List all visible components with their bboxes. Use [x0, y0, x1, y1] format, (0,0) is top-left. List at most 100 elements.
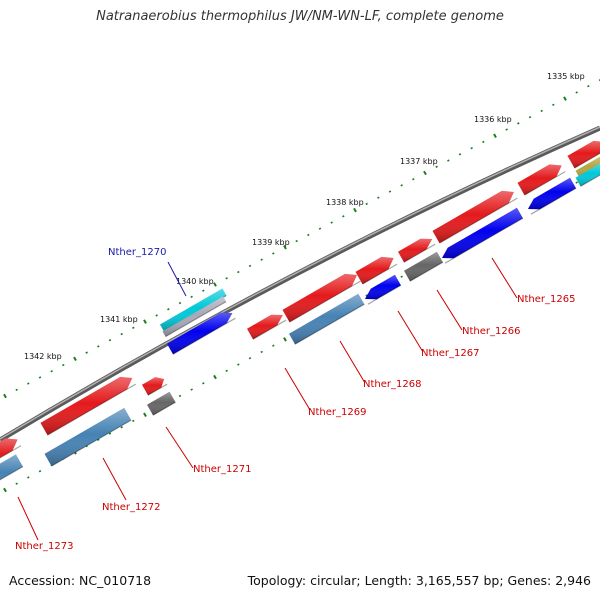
ruler-tick [575, 181, 578, 184]
ruler-tick [178, 394, 182, 398]
reverse-strand-track [0, 163, 600, 495]
ruler-tick [190, 388, 193, 391]
cds-nther-1271[interactable] [142, 377, 168, 396]
ruler-tick [307, 233, 310, 237]
callout-nther-1268 [339, 340, 366, 384]
gene-label-nther-1272[interactable]: Nther_1272 [102, 502, 160, 513]
gene-nther-1265[interactable] [442, 207, 524, 264]
ruler-tick [85, 351, 88, 354]
ruler-outer-ring [3, 79, 600, 399]
ruler-tick [143, 319, 147, 324]
gene-label-nther-1269[interactable]: Nther_1269 [308, 407, 366, 418]
gene-nther-1267[interactable] [365, 274, 402, 305]
ruler-tick [493, 133, 497, 138]
gene-gray-1266[interactable] [404, 251, 444, 282]
ruler-tick [260, 350, 263, 354]
ruler-tick [330, 221, 333, 224]
cds-nther-1268[interactable] [282, 273, 361, 323]
gene-right-cyan[interactable] [575, 163, 600, 187]
callout-nther-1273 [17, 496, 39, 541]
gene-label-nther-1267[interactable]: Nther_1267 [421, 348, 479, 359]
callout-nther-1270 [167, 261, 187, 297]
gene-nther-1271[interactable] [147, 391, 176, 416]
ruler-tick [552, 103, 555, 106]
ruler-tick [38, 469, 42, 473]
callout-nther-1265 [491, 257, 518, 299]
ruler-tick [15, 388, 18, 391]
callout-nther-1269 [284, 367, 311, 411]
cds-nther-1272[interactable] [40, 376, 137, 436]
callout-nther-1271 [165, 426, 194, 469]
cds-nther-1266[interactable] [398, 238, 436, 263]
misc-feature-gray-1270[interactable] [162, 296, 227, 338]
ruler-tick [283, 245, 287, 250]
ruler-tick [202, 289, 205, 292]
genome-title: Natranaerobius thermophilus JW/NM-WN-LF,… [96, 9, 504, 24]
ruler-tick [353, 207, 357, 213]
ruler-tick [108, 339, 112, 342]
cds-right-b[interactable] [567, 140, 600, 169]
ruler-tick [213, 282, 217, 287]
ruler-tick [237, 363, 240, 366]
gene-label-nther-1265[interactable]: Nther_1265 [517, 294, 575, 305]
cds-nther-1267[interactable] [355, 256, 398, 285]
ruler-tick [505, 128, 508, 131]
ruler-tick [272, 252, 275, 255]
ruler-tick [155, 314, 158, 317]
ruler-tick [342, 215, 345, 218]
ruler-tick [435, 165, 438, 168]
gene-label-nther-1268[interactable]: Nther_1268 [363, 379, 421, 390]
ruler-tick [202, 382, 205, 385]
gene-label-nther-1266[interactable]: Nther_1266 [462, 326, 520, 337]
ruler-tick [528, 115, 532, 119]
ruler-labels: 1335 kbp 1336 kbp 1337 kbp 1338 kbp 1339… [24, 72, 585, 361]
callout-nther-1267 [397, 310, 424, 353]
ruler-label-1341: 1341 kbp [100, 315, 138, 324]
ruler-tick [248, 264, 252, 268]
ruler-tick [517, 122, 520, 125]
ruler-label-1336: 1336 kbp [474, 115, 512, 124]
ruler-label-1337: 1337 kbp [400, 157, 438, 166]
gene-labels: Nther_1265 Nther_1266 Nther_1267 Nther_1… [15, 247, 575, 552]
ruler-tick [412, 177, 415, 181]
ruler-tick [132, 419, 135, 423]
cds-right-a[interactable] [517, 164, 566, 196]
gene-right-a[interactable] [528, 177, 577, 215]
gene-nther-1273[interactable] [0, 454, 24, 495]
ruler-tick [400, 184, 403, 187]
ruler-tick [27, 476, 30, 479]
gene-nther-1268[interactable] [289, 293, 365, 345]
ruler-tick [400, 275, 403, 278]
ruler-label-1338: 1338 kbp [326, 198, 364, 207]
gene-callouts [17, 257, 518, 541]
ruler-tick [563, 96, 567, 101]
ruler-tick [97, 438, 100, 441]
gene-label-nther-1271[interactable]: Nther_1271 [193, 464, 251, 475]
ruler-tick [470, 146, 473, 150]
ruler-tick [15, 482, 18, 485]
ruler-tick [283, 337, 287, 342]
cds-nther-1269[interactable] [247, 314, 287, 340]
ruler-tick [318, 227, 322, 230]
gene-label-nther-1270[interactable]: Nther_1270 [108, 247, 166, 258]
ruler-tick [540, 109, 543, 113]
ruler-tick [120, 426, 123, 429]
forward-strand-track [0, 140, 600, 473]
ruler-tick [248, 357, 252, 360]
ruler-label-1335: 1335 kbp [547, 72, 585, 81]
ruler-tick [97, 345, 100, 348]
gene-nther-1272[interactable] [44, 407, 132, 467]
ruler-tick [62, 363, 65, 367]
accession-text: Accession: NC_010718 [9, 573, 152, 588]
ruler-tick [213, 374, 217, 380]
ruler-tick [388, 190, 392, 193]
gene-nther-1270[interactable] [167, 312, 236, 355]
cds-nther-1273[interactable] [0, 438, 22, 473]
ruler-tick [260, 258, 263, 261]
ruler-tick [178, 301, 182, 305]
cds-nther-1265[interactable] [432, 190, 518, 244]
gene-label-nther-1273[interactable]: Nther_1273 [15, 541, 73, 552]
ruler-tick [190, 295, 193, 299]
